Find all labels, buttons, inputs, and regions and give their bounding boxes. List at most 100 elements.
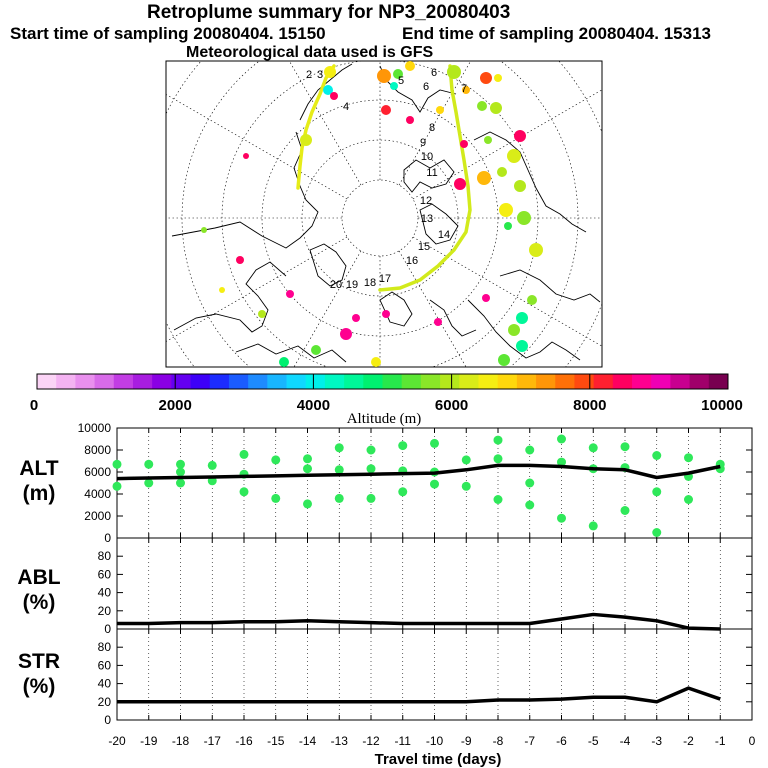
colorbar-tick-label: 0 bbox=[30, 397, 38, 414]
cluster-dot bbox=[271, 455, 281, 465]
trajectory-day-label: 7 bbox=[461, 83, 467, 95]
panel-frame bbox=[116, 628, 753, 721]
meridian-line bbox=[166, 94, 348, 200]
colorbar-cell bbox=[209, 374, 230, 389]
cluster-marker bbox=[377, 69, 391, 83]
cluster-dot bbox=[398, 487, 408, 497]
cluster-dot bbox=[176, 478, 185, 488]
cluster-marker bbox=[497, 167, 507, 177]
plume-line bbox=[378, 64, 472, 292]
panel-labels: ALT (m) ABL (%) STR (%) bbox=[17, 457, 60, 698]
cluster-dot bbox=[461, 481, 471, 491]
map-coastlines bbox=[171, 63, 601, 363]
cluster-dot bbox=[525, 478, 535, 488]
str-panel-unit: (%) bbox=[23, 675, 56, 698]
trajectory-day-label: 20 bbox=[330, 279, 342, 291]
cluster-dot bbox=[334, 465, 344, 475]
trajectory-day-label: 3 bbox=[317, 69, 323, 81]
cluster-marker bbox=[393, 69, 403, 79]
cluster-dot bbox=[557, 513, 566, 523]
colorbar-cell bbox=[478, 374, 499, 389]
y-tick-label: 80 bbox=[98, 549, 112, 563]
cluster-marker bbox=[406, 116, 414, 124]
map-cluster-markers bbox=[201, 61, 543, 367]
trajectory-day-label: 9 bbox=[420, 137, 426, 149]
trajectory-day-label: 6 bbox=[431, 67, 437, 79]
cluster-dot bbox=[493, 454, 503, 464]
cluster-marker bbox=[499, 203, 513, 217]
cluster-dot bbox=[493, 495, 503, 504]
cluster-marker bbox=[477, 101, 487, 111]
cluster-dot bbox=[461, 455, 471, 465]
trajectory-day-label: 19 bbox=[346, 279, 358, 291]
trajectory-day-label: 13 bbox=[421, 213, 433, 225]
altitude-colorbar bbox=[36, 373, 729, 390]
y-tick-label: 10000 bbox=[78, 421, 112, 435]
cluster-marker bbox=[258, 310, 266, 318]
colorbar-cell bbox=[632, 374, 652, 389]
x-tick-label: -11 bbox=[395, 734, 412, 748]
colorbar-cell bbox=[228, 374, 249, 389]
y-tick-label: 20 bbox=[98, 695, 112, 709]
meridian-line bbox=[412, 89, 602, 200]
cluster-marker bbox=[480, 72, 492, 84]
cluster-marker bbox=[527, 295, 537, 305]
x-tick-label: -19 bbox=[140, 734, 158, 748]
cluster-marker bbox=[436, 106, 444, 114]
alt-panel-label: ALT bbox=[19, 457, 58, 480]
cluster-marker bbox=[490, 102, 502, 114]
cluster-marker bbox=[482, 294, 490, 302]
y-tick-label: 80 bbox=[98, 640, 112, 654]
colorbar-cell bbox=[708, 374, 729, 389]
x-tick-label: -20 bbox=[108, 734, 126, 748]
colorbar-cell bbox=[459, 374, 479, 389]
trajectory-day-label: 17 bbox=[379, 273, 391, 285]
trajectory-day-label: 11 bbox=[426, 167, 437, 179]
y-tick-label: 60 bbox=[98, 658, 112, 672]
colorbar-tick-label: 4000 bbox=[297, 397, 330, 414]
series-line bbox=[116, 463, 721, 481]
x-tick-label: 0 bbox=[749, 734, 756, 748]
cluster-dot bbox=[430, 438, 439, 448]
colorbar-cell bbox=[113, 374, 134, 389]
colorbar-cell bbox=[305, 374, 326, 389]
meridian-line bbox=[398, 61, 471, 186]
met-data-label: Meteorological data used is GFS bbox=[186, 44, 434, 61]
chart-title: Retroplume summary for NP3_20080403 bbox=[147, 2, 511, 23]
cluster-marker bbox=[286, 290, 294, 298]
cluster-marker bbox=[243, 153, 249, 159]
meridian-line bbox=[166, 236, 348, 342]
cluster-dot bbox=[366, 445, 376, 455]
colorbar-cell bbox=[132, 374, 153, 389]
cluster-dot bbox=[112, 459, 122, 469]
cluster-marker bbox=[529, 243, 543, 257]
x-tick-label: -5 bbox=[588, 734, 599, 748]
cluster-marker bbox=[462, 86, 470, 94]
cluster-marker bbox=[405, 61, 415, 71]
colorbar-cell bbox=[516, 374, 537, 389]
trajectory-day-label: 2 bbox=[306, 69, 312, 81]
colorbar-cell bbox=[612, 374, 633, 389]
x-tick-label: -7 bbox=[524, 734, 535, 748]
cluster-marker bbox=[508, 324, 520, 336]
colorbar-cell bbox=[324, 374, 345, 389]
y-tick-label: 4000 bbox=[84, 487, 111, 501]
coastline bbox=[309, 243, 347, 287]
coastline bbox=[467, 299, 581, 361]
colorbar-tick-label: 8000 bbox=[573, 397, 606, 414]
colorbar-cell bbox=[363, 374, 383, 389]
x-tick-label: -14 bbox=[299, 734, 317, 748]
abl-panel-label: ABL bbox=[17, 566, 60, 589]
cluster-dot bbox=[525, 445, 535, 455]
colorbar-cell bbox=[152, 374, 172, 389]
cluster-dot bbox=[207, 460, 217, 470]
cluster-marker bbox=[516, 340, 528, 352]
cluster-dot bbox=[652, 451, 662, 460]
cluster-dot bbox=[112, 481, 122, 491]
colorbar-tick-labels: 0 2000 4000 6000 8000 10000 bbox=[30, 397, 743, 414]
alt-panel-unit: (m) bbox=[23, 482, 56, 505]
cluster-dot bbox=[588, 521, 598, 531]
cluster-marker bbox=[477, 171, 491, 185]
coastline bbox=[171, 131, 319, 249]
y-tick-label: 8000 bbox=[84, 443, 111, 457]
